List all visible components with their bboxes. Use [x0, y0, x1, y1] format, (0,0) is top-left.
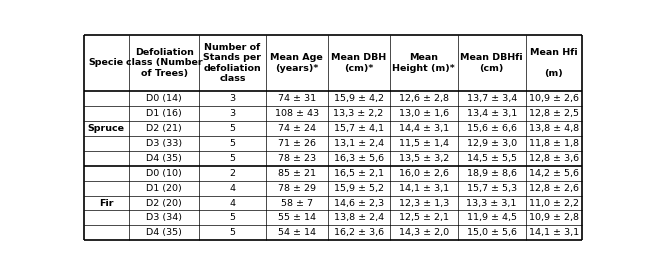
Text: D1 (16): D1 (16): [146, 109, 182, 118]
Text: 11,8 ± 1,8: 11,8 ± 1,8: [529, 139, 579, 148]
Text: 13,0 ± 1,6: 13,0 ± 1,6: [398, 109, 448, 118]
Text: Mean DBH
(cm)*: Mean DBH (cm)*: [331, 53, 386, 73]
Text: Specie: Specie: [89, 58, 124, 67]
Text: 12,9 ± 3,0: 12,9 ± 3,0: [467, 139, 517, 148]
Text: 12,8 ± 3,6: 12,8 ± 3,6: [528, 154, 579, 163]
Text: 16,2 ± 3,6: 16,2 ± 3,6: [334, 229, 384, 238]
Text: 16,5 ± 2,1: 16,5 ± 2,1: [334, 168, 384, 177]
Text: 15,7 ± 5,3: 15,7 ± 5,3: [467, 183, 517, 192]
Text: 13,5 ± 3,2: 13,5 ± 3,2: [398, 154, 448, 163]
Text: 14,4 ± 3,1: 14,4 ± 3,1: [398, 124, 448, 133]
Text: 11,5 ± 1,4: 11,5 ± 1,4: [398, 139, 448, 148]
Text: 78 ± 23: 78 ± 23: [278, 154, 315, 163]
Text: 14,1 ± 3,1: 14,1 ± 3,1: [398, 183, 448, 192]
Text: D3 (33): D3 (33): [146, 139, 182, 148]
Text: 11,9 ± 4,5: 11,9 ± 4,5: [467, 213, 517, 222]
Text: 13,1 ± 2,4: 13,1 ± 2,4: [334, 139, 384, 148]
Text: Number of
Stands per
defoliation
class: Number of Stands per defoliation class: [204, 43, 262, 83]
Text: 16,3 ± 5,6: 16,3 ± 5,6: [334, 154, 384, 163]
Text: 14,6 ± 2,3: 14,6 ± 2,3: [334, 198, 384, 207]
Text: 3: 3: [229, 94, 236, 103]
Text: 71 ± 26: 71 ± 26: [278, 139, 315, 148]
Text: 18,9 ± 8,6: 18,9 ± 8,6: [467, 168, 517, 177]
Text: 5: 5: [230, 124, 236, 133]
Text: 12,8 ± 2,6: 12,8 ± 2,6: [529, 183, 579, 192]
Text: 4: 4: [230, 198, 236, 207]
Text: Mean Age
(years)*: Mean Age (years)*: [270, 53, 323, 73]
Text: 12,6 ± 2,8: 12,6 ± 2,8: [398, 94, 448, 103]
Text: 74 ± 24: 74 ± 24: [278, 124, 315, 133]
Text: 3: 3: [229, 109, 236, 118]
Text: D4 (35): D4 (35): [146, 154, 182, 163]
Text: 2: 2: [230, 168, 236, 177]
Text: 58 ± 7: 58 ± 7: [280, 198, 313, 207]
Text: Mean Hfi

(m): Mean Hfi (m): [530, 48, 578, 78]
Text: 11,0 ± 2,2: 11,0 ± 2,2: [529, 198, 579, 207]
Text: 10,9 ± 2,6: 10,9 ± 2,6: [529, 94, 579, 103]
Text: 13,3 ± 3,1: 13,3 ± 3,1: [467, 198, 517, 207]
Text: 14,5 ± 5,5: 14,5 ± 5,5: [467, 154, 517, 163]
Text: Fir: Fir: [99, 198, 114, 207]
Text: 74 ± 31: 74 ± 31: [278, 94, 315, 103]
Text: 13,8 ± 2,4: 13,8 ± 2,4: [334, 213, 384, 222]
Text: D4 (35): D4 (35): [146, 229, 182, 238]
Text: 15,9 ± 5,2: 15,9 ± 5,2: [334, 183, 384, 192]
Text: 15,6 ± 6,6: 15,6 ± 6,6: [467, 124, 517, 133]
Text: Mean DBHfi
(cm): Mean DBHfi (cm): [460, 53, 523, 73]
Text: Mean
Height (m)*: Mean Height (m)*: [392, 53, 455, 73]
Text: 5: 5: [230, 154, 236, 163]
Text: 14,1 ± 3,1: 14,1 ± 3,1: [528, 229, 579, 238]
Text: 15,9 ± 4,2: 15,9 ± 4,2: [334, 94, 384, 103]
Text: D0 (14): D0 (14): [146, 94, 182, 103]
Text: 12,3 ± 1,3: 12,3 ± 1,3: [398, 198, 448, 207]
Text: 55 ± 14: 55 ± 14: [278, 213, 315, 222]
Text: 16,0 ± 2,6: 16,0 ± 2,6: [398, 168, 448, 177]
Text: Defoliation
class (Number
of Trees): Defoliation class (Number of Trees): [126, 48, 202, 78]
Text: 4: 4: [230, 183, 236, 192]
Text: 5: 5: [230, 213, 236, 222]
Text: 13,3 ± 2,2: 13,3 ± 2,2: [334, 109, 384, 118]
Text: 13,7 ± 3,4: 13,7 ± 3,4: [467, 94, 517, 103]
Text: 78 ± 29: 78 ± 29: [278, 183, 315, 192]
Text: D1 (20): D1 (20): [146, 183, 182, 192]
Text: 13,4 ± 3,1: 13,4 ± 3,1: [467, 109, 517, 118]
Text: 15,7 ± 4,1: 15,7 ± 4,1: [334, 124, 384, 133]
Text: 5: 5: [230, 139, 236, 148]
Text: D2 (21): D2 (21): [146, 124, 182, 133]
Text: 5: 5: [230, 229, 236, 238]
Text: 54 ± 14: 54 ± 14: [278, 229, 315, 238]
Text: 15,0 ± 5,6: 15,0 ± 5,6: [467, 229, 517, 238]
Text: D3 (34): D3 (34): [146, 213, 182, 222]
Text: 12,8 ± 2,5: 12,8 ± 2,5: [529, 109, 579, 118]
Text: 85 ± 21: 85 ± 21: [278, 168, 315, 177]
Text: 13,8 ± 4,8: 13,8 ± 4,8: [528, 124, 579, 133]
Text: 12,5 ± 2,1: 12,5 ± 2,1: [398, 213, 448, 222]
Text: 108 ± 43: 108 ± 43: [275, 109, 319, 118]
Text: 14,3 ± 2,0: 14,3 ± 2,0: [398, 229, 448, 238]
Text: D2 (20): D2 (20): [146, 198, 182, 207]
Text: D0 (10): D0 (10): [146, 168, 182, 177]
Text: 10,9 ± 2,8: 10,9 ± 2,8: [529, 213, 579, 222]
Text: Spruce: Spruce: [88, 124, 125, 133]
Text: 14,2 ± 5,6: 14,2 ± 5,6: [529, 168, 579, 177]
